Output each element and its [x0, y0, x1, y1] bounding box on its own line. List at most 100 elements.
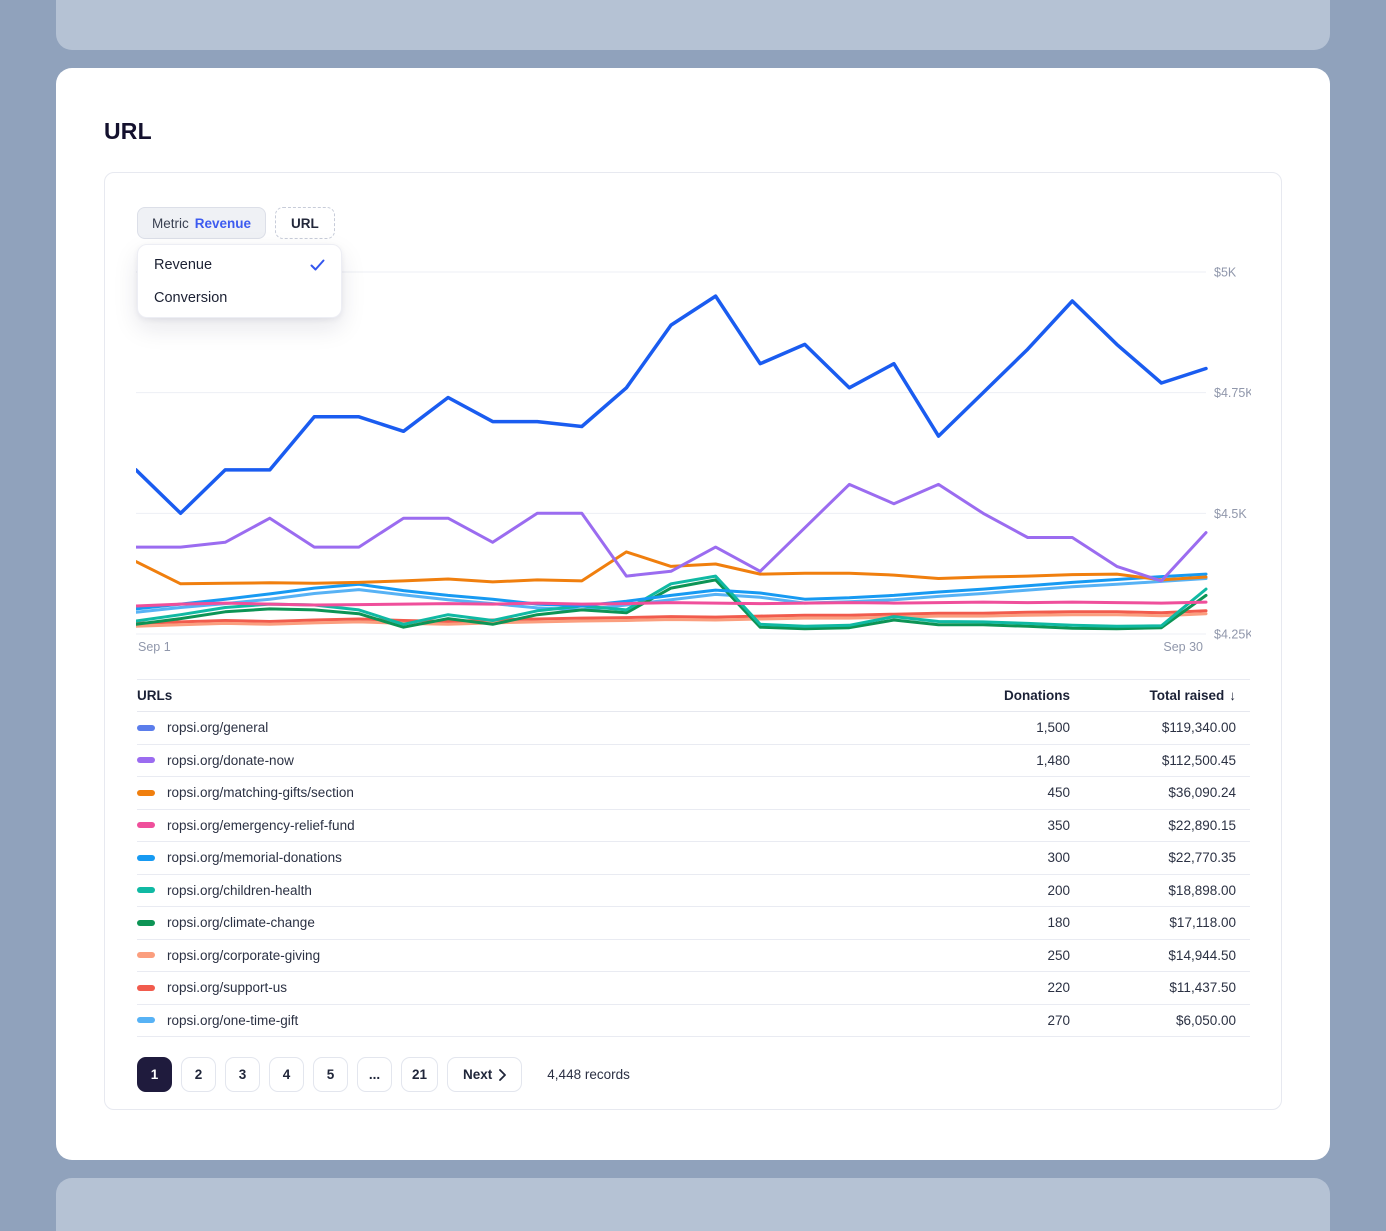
next-page-button[interactable]: Next [447, 1057, 523, 1092]
table-row[interactable]: ropsi.org/climate-change 180 $17,118.00 [137, 907, 1250, 940]
chart-line-ropsi-org-support-us [134, 609, 1208, 625]
page-title: URL [104, 118, 152, 144]
series-color-swatch [137, 724, 155, 731]
pagination: 1 2 3 4 5... 21 Next 4,448 records [137, 1057, 630, 1092]
series-color-swatch [137, 789, 155, 796]
chart-line-ropsi-org-matching-gifts-section [134, 550, 1208, 586]
total-raised-value: $18,898.00 [1168, 882, 1236, 898]
metric-selector-chip[interactable]: Metric Revenue [137, 207, 267, 239]
total-raised-value: $36,090.24 [1168, 785, 1236, 801]
revenue-chart-svg: $5K $4.75K $4.5K $4.25K Sep 1 Sep 30 [134, 266, 1254, 654]
table-row[interactable]: ropsi.org/children-health 200 $18,898.00 [137, 875, 1250, 907]
total-raised-value: $11,437.50 [1169, 980, 1236, 996]
url-label: ropsi.org/corporate-giving [167, 947, 321, 963]
url-label: ropsi.org/climate-change [167, 915, 315, 931]
url-label: ropsi.org/support-us [167, 980, 288, 996]
chart-line-ropsi-org-general [134, 294, 1208, 516]
series-color-swatch [137, 757, 155, 764]
bottom-window-strip [56, 1178, 1330, 1231]
page-button-3[interactable]: 3 [225, 1057, 260, 1092]
donations-value: 270 [1047, 1012, 1070, 1028]
urls-table: URLs Donations Total raised ↓ ropsi.org/g… [137, 679, 1250, 1037]
donations-value: 300 [1047, 850, 1070, 866]
chart-line-ropsi-org-donate-now [134, 482, 1208, 583]
x-axis-tick-label: Sep 1 [138, 640, 171, 654]
metric-chip-label: Metric [152, 215, 189, 231]
series-color-swatch [137, 984, 155, 991]
url-label: ropsi.org/general [167, 720, 269, 736]
main-window: URL Metric Revenue URL Revenue Conver [56, 68, 1330, 1160]
series-color-swatch [137, 822, 155, 829]
filter-toolbar: Metric Revenue URL [137, 207, 335, 239]
donations-value: 1,500 [1036, 720, 1070, 736]
url-label: ropsi.org/matching-gifts/section [167, 785, 354, 801]
table-row[interactable]: ropsi.org/donate-now 1,480 $112,500.45 [137, 745, 1250, 777]
url-label: ropsi.org/memorial-donations [167, 850, 342, 866]
table-row[interactable]: ropsi.org/corporate-giving 250 $14,944.50 [137, 940, 1250, 972]
url-chip-label: URL [291, 215, 319, 231]
records-count: 4,448 records [547, 1067, 630, 1082]
chart-line-ropsi-org-one-time-gift [134, 577, 1208, 614]
y-axis-tick-label: $4.25K [1214, 628, 1251, 642]
y-axis-tick-label: $4.75K [1214, 386, 1251, 400]
page-button-1[interactable]: 1 [137, 1057, 172, 1092]
page-button-4[interactable]: 4 [269, 1057, 304, 1092]
donations-value: 450 [1047, 785, 1070, 801]
table-row[interactable]: ropsi.org/support-us 220 $11,437.50 [137, 972, 1250, 1005]
url-filter-chip[interactable]: URL [275, 207, 335, 239]
total-raised-value: $17,118.00 [1169, 915, 1236, 931]
table-body: ropsi.org/general 1,500 $119,340.00 ropsi.o… [137, 712, 1250, 1037]
url-label: ropsi.org/emergency-relief-fund [167, 817, 355, 833]
donations-value: 200 [1047, 882, 1070, 898]
page-button-2[interactable]: 2 [181, 1057, 216, 1092]
chart-line-ropsi-org-corporate-giving [134, 612, 1208, 628]
page-button-5[interactable]: 5 [313, 1057, 348, 1092]
total-raised-value: $22,770.35 [1168, 850, 1236, 866]
series-color-swatch [137, 1017, 155, 1024]
page-ellipsis-button[interactable]: ... [357, 1057, 392, 1092]
metric-chip-value: Revenue [194, 215, 252, 231]
url-label: ropsi.org/donate-now [167, 752, 294, 768]
chevron-right-icon [499, 1068, 507, 1081]
check-icon [310, 259, 325, 271]
table-row[interactable]: ropsi.org/general 1,500 $119,340.00 [137, 712, 1250, 745]
x-axis-tick-label: Sep 30 [1163, 640, 1203, 654]
url-analytics-card: Metric Revenue URL Revenue Conversion [104, 172, 1282, 1110]
total-raised-value: $112,500.45 [1161, 752, 1236, 768]
metric-dropdown-menu: Revenue Conversion [137, 244, 342, 318]
donations-value: 250 [1047, 947, 1070, 963]
table-row[interactable]: ropsi.org/memorial-donations 300 $22,770.3… [137, 842, 1250, 875]
donations-value: 350 [1047, 817, 1070, 833]
chart-line-ropsi-org-climate-change [134, 578, 1208, 631]
table-row[interactable]: ropsi.org/one-time-gift 270 $6,050.00 [137, 1005, 1250, 1037]
page-buttons: 1 2 3 4 5... 21 [137, 1057, 439, 1092]
table-row[interactable]: ropsi.org/matching-gifts/section 450 $36,0… [137, 777, 1250, 810]
donations-value: 1,480 [1036, 752, 1070, 768]
page-button-21[interactable]: 21 [401, 1057, 439, 1092]
series-color-swatch [137, 952, 155, 959]
donations-value: 180 [1047, 915, 1070, 931]
donations-value: 220 [1047, 980, 1070, 996]
series-color-swatch [137, 919, 155, 926]
y-axis-tick-label: $5K [1214, 266, 1237, 280]
series-color-swatch [137, 887, 155, 894]
chart-line-ropsi-org-memorial-donations [134, 572, 1208, 611]
column-header-total-raised[interactable]: Total raised ↓ [1149, 688, 1236, 703]
total-raised-value: $119,340.00 [1161, 720, 1236, 736]
top-window-strip [56, 0, 1330, 50]
table-header-row: URLs Donations Total raised ↓ [137, 679, 1250, 712]
sort-desc-icon: ↓ [1229, 688, 1236, 703]
column-header-donations[interactable]: Donations [1004, 688, 1070, 703]
y-axis-tick-label: $4.5K [1214, 507, 1247, 521]
total-raised-value: $14,944.50 [1168, 947, 1236, 963]
dropdown-option-conversion[interactable]: Conversion [138, 281, 341, 314]
table-row[interactable]: ropsi.org/emergency-relief-fund 350 $22,89… [137, 810, 1250, 842]
column-header-urls[interactable]: URLs [137, 688, 173, 703]
dropdown-option-revenue-label: Revenue [154, 256, 213, 273]
url-label: ropsi.org/children-health [167, 882, 312, 898]
dropdown-option-conversion-label: Conversion [154, 289, 228, 306]
revenue-line-chart: $5K $4.75K $4.5K $4.25K Sep 1 Sep 30 [134, 251, 1254, 661]
dropdown-option-revenue[interactable]: Revenue [138, 248, 341, 281]
total-raised-value: $6,050.00 [1175, 1012, 1236, 1028]
total-raised-value: $22,890.15 [1168, 817, 1236, 833]
